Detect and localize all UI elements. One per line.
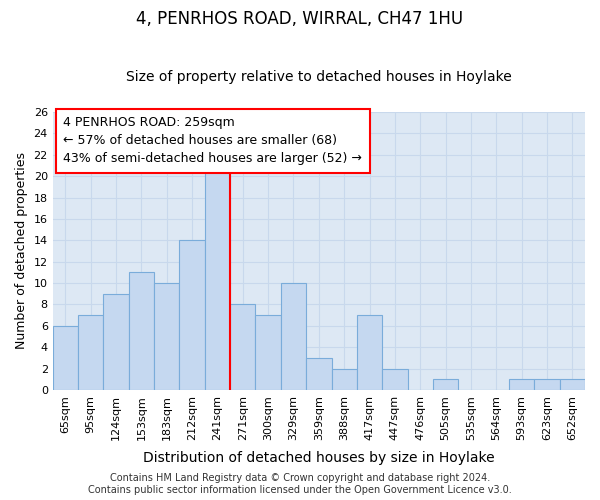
- Bar: [382, 368, 407, 390]
- Bar: [78, 315, 103, 390]
- Bar: [129, 272, 154, 390]
- Bar: [205, 155, 230, 390]
- Text: 4, PENRHOS ROAD, WIRRAL, CH47 1HU: 4, PENRHOS ROAD, WIRRAL, CH47 1HU: [136, 10, 464, 28]
- Bar: [535, 379, 560, 390]
- Bar: [560, 379, 585, 390]
- Title: Size of property relative to detached houses in Hoylake: Size of property relative to detached ho…: [126, 70, 512, 85]
- Bar: [230, 304, 256, 390]
- Bar: [103, 294, 129, 390]
- X-axis label: Distribution of detached houses by size in Hoylake: Distribution of detached houses by size …: [143, 451, 494, 465]
- Bar: [281, 283, 306, 390]
- Text: Contains HM Land Registry data © Crown copyright and database right 2024.
Contai: Contains HM Land Registry data © Crown c…: [88, 474, 512, 495]
- Bar: [332, 368, 357, 390]
- Bar: [357, 315, 382, 390]
- Bar: [509, 379, 535, 390]
- Bar: [179, 240, 205, 390]
- Y-axis label: Number of detached properties: Number of detached properties: [15, 152, 28, 350]
- Bar: [256, 315, 281, 390]
- Bar: [53, 326, 78, 390]
- Text: 4 PENRHOS ROAD: 259sqm
← 57% of detached houses are smaller (68)
43% of semi-det: 4 PENRHOS ROAD: 259sqm ← 57% of detached…: [64, 116, 362, 165]
- Bar: [433, 379, 458, 390]
- Bar: [306, 358, 332, 390]
- Bar: [154, 283, 179, 390]
